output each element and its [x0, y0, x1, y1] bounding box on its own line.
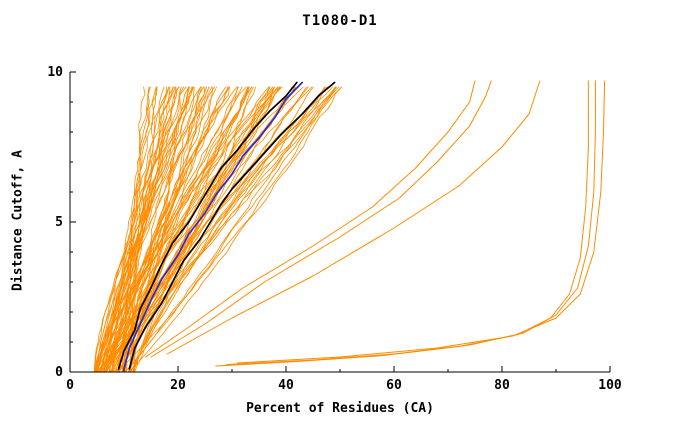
ensemble-curve: [105, 86, 247, 373]
chart-title: T1080-D1: [302, 13, 378, 29]
tick-label: 80: [494, 378, 510, 393]
ensemble-curve: [132, 86, 248, 373]
axes-layer: 0 20 40 60 80 100 0 5 10: [47, 65, 622, 393]
ensemble-curve: [121, 86, 150, 373]
ensemble-curve: [95, 86, 271, 373]
ensemble-curve: [119, 86, 178, 373]
tick-label: 5: [55, 215, 63, 230]
tick-label: 20: [170, 378, 186, 393]
ensemble-curve: [124, 86, 336, 373]
ensemble-curve: [93, 86, 180, 373]
tick-label: 0: [66, 378, 74, 393]
outlier-mid-1: [145, 80, 476, 358]
ensemble-curve: [96, 86, 333, 373]
ensemble-curve: [101, 86, 275, 373]
ensemble-curve: [128, 86, 283, 373]
highlight-black-2: [128, 81, 336, 370]
ensemble-curve: [94, 86, 340, 373]
ensemble-curve: [115, 86, 201, 373]
ensemble-curve: [109, 86, 190, 373]
ensemble-curve: [95, 86, 190, 373]
ensemble-curve: [122, 86, 230, 373]
ensemble-curve: [95, 86, 282, 373]
ensemble-curve: [104, 86, 207, 373]
ensemble-curve: [113, 86, 337, 373]
ensemble-curve: [100, 86, 177, 373]
highlight-black-1: [117, 81, 298, 370]
ensemble-curve: [105, 86, 210, 373]
ensemble-curve: [128, 86, 342, 373]
outlier-low-sweep-2: [236, 80, 606, 364]
ensemble-curve: [94, 86, 296, 373]
outlier-mid-3: [166, 80, 541, 355]
reference-blue: [123, 81, 304, 370]
ensemble-curve: [105, 86, 243, 373]
tick-label: 100: [598, 378, 622, 393]
tick-label: 60: [386, 378, 402, 393]
ensemble-curve: [129, 86, 214, 373]
ensemble-curve: [132, 86, 326, 373]
outlier-low-sweep-1: [226, 80, 596, 365]
ensemble-curve: [134, 86, 254, 373]
tick-label: 40: [278, 378, 294, 393]
tick-label: 10: [47, 65, 63, 80]
outlier-mid-2: [150, 80, 492, 358]
curves-layer: [93, 80, 606, 373]
tick-label: 0: [55, 365, 63, 380]
x-axis-label: Percent of Residues (CA): [246, 401, 434, 416]
ensemble-curve: [130, 86, 309, 373]
ensemble-curve: [102, 86, 230, 373]
outlier-low-sweep-3: [215, 80, 589, 367]
ensemble-curve: [95, 86, 280, 373]
